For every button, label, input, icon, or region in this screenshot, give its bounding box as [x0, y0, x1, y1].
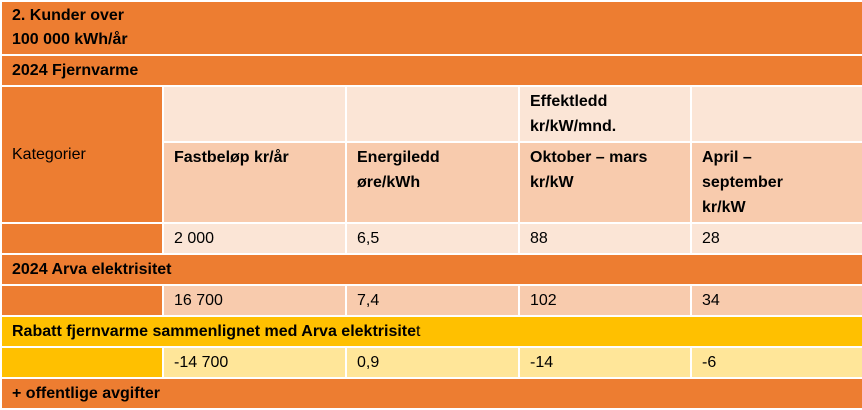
header-line: Fastbeløp kr/år — [174, 149, 289, 166]
cell — [0, 346, 164, 379]
header-cell: April – september kr/kW — [689, 141, 862, 224]
label-part: t — [416, 323, 421, 340]
value-cell: 7,4 — [345, 284, 520, 317]
header-line: Oktober – mars — [530, 149, 648, 166]
header-line: kr/kW — [702, 199, 746, 216]
value-cell: -6 — [689, 346, 862, 379]
value-cell: 16 700 — [162, 284, 347, 317]
section-label: 2024 Fjernvarme — [0, 54, 862, 87]
title-line: 2. Kunder over — [12, 7, 125, 24]
footer: + offentlige avgifter — [0, 377, 862, 410]
value-cell: 102 — [518, 284, 692, 317]
value-cell: 2 000 — [162, 222, 347, 255]
header-cell: Energiledd øre/kWh — [345, 141, 520, 224]
value-cell: 34 — [689, 284, 862, 317]
header-line: Energiledd — [357, 149, 440, 166]
header-cell — [689, 85, 862, 143]
header-cell — [162, 85, 347, 143]
header-line: April – — [702, 149, 752, 166]
title-line: 100 000 kWh/år — [12, 31, 128, 48]
header-cell: Oktober – mars kr/kW — [518, 141, 692, 224]
cell — [0, 222, 164, 255]
cell — [0, 284, 164, 317]
header-cell: Fastbeløp kr/år — [162, 141, 347, 224]
label-part: Rabatt fjernvarme sammenlignet med Arva … — [12, 323, 417, 340]
header-line: kr/kW/mnd. — [530, 118, 617, 135]
header-line: øre/kWh — [357, 174, 421, 191]
title: 2. Kunder over 100 000 kWh/år — [0, 0, 862, 56]
header-cell: Effektledd kr/kW/mnd. — [518, 85, 692, 143]
header-cell: Kategorier — [0, 85, 164, 224]
section-label: Rabatt fjernvarme sammenlignet med Arva … — [0, 315, 862, 348]
section-label: 2024 Arva elektrisitet — [0, 253, 862, 286]
value-cell: 6,5 — [345, 222, 520, 255]
value-cell: -14 700 — [162, 346, 347, 379]
header-cell — [345, 85, 520, 143]
value-cell: -14 — [518, 346, 692, 379]
header-line: kr/kW — [530, 174, 574, 191]
value-cell: 0,9 — [345, 346, 520, 379]
header-line: september — [702, 174, 783, 191]
value-cell: 88 — [518, 222, 692, 255]
value-cell: 28 — [689, 222, 862, 255]
header-line: Effektledd — [530, 93, 608, 110]
